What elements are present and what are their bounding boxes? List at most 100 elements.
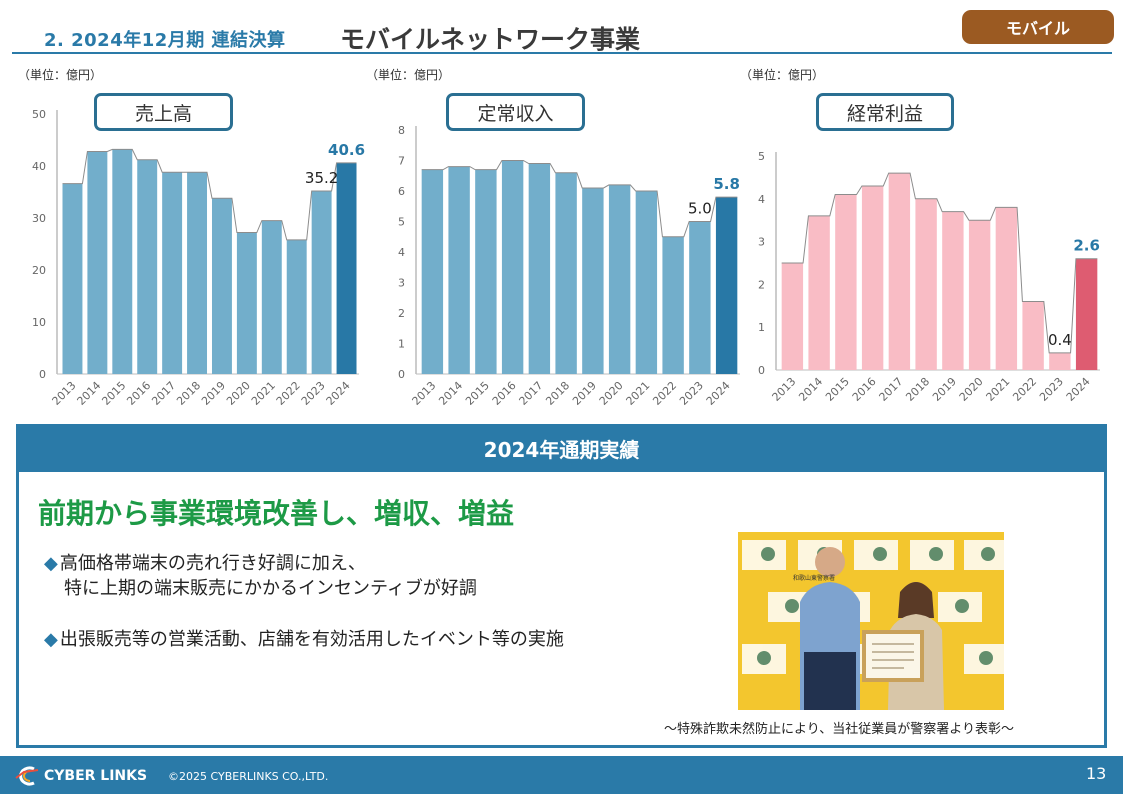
chart-title-sales: 売上高 xyxy=(94,93,233,131)
y-tick-label: 7 xyxy=(398,155,405,168)
copyright: ©2025 CYBERLINKS CO.,LTD. xyxy=(168,770,329,783)
x-tick-label: 2015 xyxy=(99,379,128,408)
bar-2016 xyxy=(137,159,158,374)
x-tick-label: 2014 xyxy=(796,375,825,404)
bar-2019 xyxy=(211,198,232,374)
chart-sales: 0102030405020132014201520162017201820192… xyxy=(32,108,365,408)
y-tick-label: 0 xyxy=(398,368,405,381)
bar-2020 xyxy=(968,220,991,370)
results-heading: 2024年通期実績 xyxy=(16,424,1107,472)
bar-2023 xyxy=(689,221,711,374)
y-tick-label: 0 xyxy=(758,364,765,377)
chart-ordinary-profit: 0123452013201420152016201720182019202020… xyxy=(758,150,1100,404)
x-tick-label: 2021 xyxy=(249,379,278,408)
x-tick-label: 2023 xyxy=(677,379,706,408)
company-logo-icon xyxy=(15,766,39,786)
x-tick-label: 2024 xyxy=(704,379,733,408)
x-tick-label: 2019 xyxy=(199,379,228,408)
x-tick-label: 2013 xyxy=(410,379,439,408)
company-logo-text: CYBER LINKS xyxy=(44,768,148,784)
data-label: 0.4 xyxy=(1048,331,1072,349)
x-tick-label: 2019 xyxy=(570,379,599,408)
bar-2014 xyxy=(808,215,830,370)
chart-title-recurring-revenue: 定常収入 xyxy=(446,93,585,131)
y-tick-label: 10 xyxy=(32,316,46,329)
page-title: モバイルネットワーク事業 xyxy=(340,25,641,54)
bar-2015 xyxy=(835,194,857,370)
x-tick-label: 2020 xyxy=(597,379,626,408)
x-tick-label: 2018 xyxy=(543,379,572,408)
y-tick-label: 3 xyxy=(758,236,765,249)
bar-2023 xyxy=(311,190,332,374)
results-headline: 前期から事業環境改善し、増収、増益 xyxy=(38,497,515,530)
bar-2021 xyxy=(635,191,658,374)
bar-2018 xyxy=(555,172,577,374)
x-tick-label: 2020 xyxy=(224,379,253,408)
y-tick-label: 1 xyxy=(758,321,765,334)
y-tick-label: 1 xyxy=(398,338,405,351)
x-tick-label: 2016 xyxy=(124,379,153,408)
x-tick-label: 2015 xyxy=(823,375,852,404)
award-photo: 和歌山東警察署 xyxy=(738,532,1004,710)
x-tick-label: 2015 xyxy=(463,379,492,408)
photo-sign-text: 和歌山東警察署 xyxy=(793,574,835,582)
bar-2017 xyxy=(528,163,551,374)
x-tick-label: 2020 xyxy=(957,375,986,404)
bar-connector-line xyxy=(781,172,1098,354)
x-tick-label: 2024 xyxy=(1064,375,1093,404)
y-tick-label: 5 xyxy=(758,150,765,163)
x-tick-label: 2014 xyxy=(436,379,465,408)
bar-2013 xyxy=(62,183,83,374)
bar-connector-line xyxy=(421,160,738,238)
bar-2019 xyxy=(582,187,604,374)
x-tick-label: 2017 xyxy=(517,379,546,408)
bar-2016 xyxy=(861,185,884,370)
y-tick-label: 6 xyxy=(398,185,405,198)
x-tick-label: 2021 xyxy=(984,375,1013,404)
x-tick-label: 2022 xyxy=(274,379,303,408)
bar-2017 xyxy=(888,173,911,370)
header-divider xyxy=(12,52,1112,54)
chart-unit-label: （単位：億円） xyxy=(18,68,103,82)
x-tick-label: 2018 xyxy=(903,375,932,404)
y-tick-label: 4 xyxy=(758,193,765,206)
y-tick-label: 8 xyxy=(398,124,405,137)
bar-2017 xyxy=(162,172,183,374)
chart-unit-label: （単位：億円） xyxy=(740,68,825,82)
x-tick-label: 2013 xyxy=(770,375,799,404)
y-tick-label: 50 xyxy=(32,108,46,121)
x-tick-label: 2017 xyxy=(149,379,178,408)
photo-caption: ～特殊詐欺未然防止により、当社従業員が警察署より表彰～ xyxy=(664,722,1014,737)
bar-2015 xyxy=(475,169,497,374)
bar-2013 xyxy=(781,263,804,370)
section-number-title: 2. 2024年12月期 連結決算 xyxy=(44,30,286,51)
y-tick-label: 20 xyxy=(32,264,46,277)
data-label: 40.6 xyxy=(328,141,365,159)
bar-2024 xyxy=(715,197,738,374)
y-tick-label: 2 xyxy=(758,278,765,291)
data-label: 5.8 xyxy=(713,175,740,193)
x-tick-label: 2016 xyxy=(850,375,879,404)
y-tick-label: 5 xyxy=(398,216,405,229)
footer-bar xyxy=(0,756,1123,794)
chart-recurring-revenue: 0123456782013201420152016201720182019202… xyxy=(398,124,740,408)
x-tick-label: 2023 xyxy=(1037,375,1066,404)
diamond-bullet-icon: ◆ xyxy=(44,629,58,650)
y-tick-label: 0 xyxy=(39,368,46,381)
bar-2023 xyxy=(1049,352,1071,370)
bar-2015 xyxy=(112,149,133,374)
y-tick-label: 40 xyxy=(32,160,46,173)
diamond-bullet-icon: ◆ xyxy=(44,553,58,574)
y-tick-label: 30 xyxy=(32,212,46,225)
bar-2021 xyxy=(261,220,282,374)
bar-2021 xyxy=(995,207,1018,370)
x-tick-label: 2022 xyxy=(650,379,679,408)
x-tick-label: 2019 xyxy=(930,375,959,404)
bullet-item: ◆ 出張販売等の営業活動、店舗を有効活用したイベント等の実施 xyxy=(44,627,564,652)
bullet-item: ◆ 高価格帯端末の売れ行き好調に加え、 特に上期の端末販売にかかるインセンティブが… xyxy=(44,551,477,601)
segment-badge: モバイル xyxy=(962,10,1114,44)
data-label: 5.0 xyxy=(688,200,712,218)
bar-2022 xyxy=(286,239,307,374)
bar-2019 xyxy=(942,211,964,370)
x-tick-label: 2022 xyxy=(1010,375,1039,404)
